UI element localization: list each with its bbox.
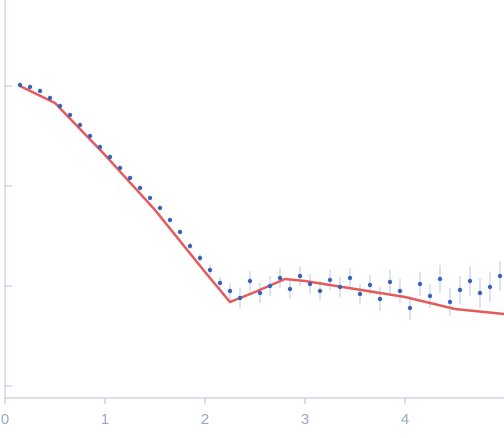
data-point xyxy=(357,291,363,297)
fit-line xyxy=(19,84,504,316)
x-tick-label: 2 xyxy=(201,411,209,428)
data-point xyxy=(17,82,23,88)
data-point xyxy=(297,273,303,279)
data-point xyxy=(27,84,33,90)
data-point xyxy=(107,154,113,160)
data-point xyxy=(247,278,253,284)
data-point xyxy=(147,195,153,201)
x-tick-label: 3 xyxy=(301,411,309,428)
data-point xyxy=(477,290,483,296)
data-point xyxy=(417,281,423,287)
x-tick-label: 4 xyxy=(401,411,409,428)
data-point xyxy=(307,281,313,287)
data-point xyxy=(127,175,133,181)
data-point xyxy=(197,255,203,261)
x-tick-label: 1 xyxy=(101,411,109,428)
data-point xyxy=(497,273,503,279)
data-point xyxy=(257,290,263,296)
data-point xyxy=(67,112,73,118)
data-point xyxy=(47,95,53,101)
data-point xyxy=(97,144,103,150)
data-point xyxy=(387,279,393,285)
data-point xyxy=(187,243,193,249)
data-point xyxy=(117,165,123,171)
data-point xyxy=(157,205,163,211)
data-point xyxy=(267,283,273,289)
data-point xyxy=(237,295,243,301)
data-point xyxy=(367,282,373,288)
data-point xyxy=(457,287,463,293)
data-point xyxy=(287,286,293,292)
data-point xyxy=(347,275,353,281)
data-point xyxy=(447,299,453,305)
data-point xyxy=(37,88,43,94)
data-point xyxy=(167,217,173,223)
data-point xyxy=(427,293,433,299)
data-point xyxy=(87,133,93,139)
data-point xyxy=(397,288,403,294)
x-tick-label: 0 xyxy=(1,411,9,428)
data-point xyxy=(227,288,233,294)
data-point xyxy=(277,275,283,281)
data-point xyxy=(177,229,183,235)
data-point xyxy=(327,277,333,283)
data-point xyxy=(487,284,493,290)
data-point xyxy=(77,122,83,128)
data-point xyxy=(57,103,63,109)
data-point xyxy=(407,305,413,311)
data-point xyxy=(377,296,383,302)
data-point xyxy=(337,284,343,290)
data-point xyxy=(317,288,323,294)
data-point xyxy=(437,276,443,282)
data-point xyxy=(217,280,223,286)
data-point xyxy=(207,267,213,273)
data-point xyxy=(137,185,143,191)
data-point xyxy=(467,278,473,284)
